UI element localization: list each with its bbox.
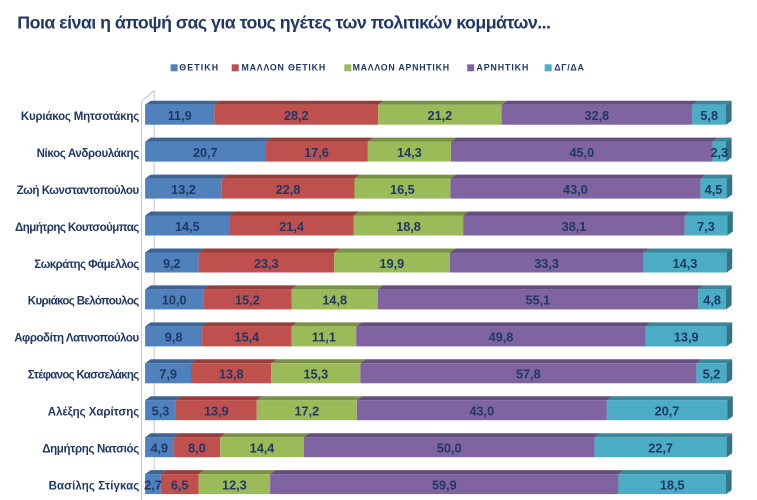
svg-text:17,2: 17,2 xyxy=(294,405,319,419)
svg-text:12,3: 12,3 xyxy=(222,478,247,492)
svg-text:43,0: 43,0 xyxy=(563,183,588,197)
svg-text:16,5: 16,5 xyxy=(390,183,415,197)
svg-text:23,3: 23,3 xyxy=(254,257,279,271)
svg-text:45,0: 45,0 xyxy=(569,146,594,160)
svg-text:11,1: 11,1 xyxy=(312,331,336,345)
svg-text:4,9: 4,9 xyxy=(150,442,168,456)
svg-text:Δημήτρης Νατσιός: Δημήτρης Νατσιός xyxy=(42,444,139,456)
svg-text:7,3: 7,3 xyxy=(697,220,715,234)
svg-text:4,5: 4,5 xyxy=(705,183,723,197)
svg-text:14,8: 14,8 xyxy=(322,294,347,308)
svg-text:ΜΑΛΛΟΝ ΘΕΤΙΚΗ: ΜΑΛΛΟΝ ΘΕΤΙΚΗ xyxy=(242,63,326,73)
svg-text:9,8: 9,8 xyxy=(165,331,183,345)
svg-text:22,8: 22,8 xyxy=(276,183,301,197)
svg-text:13,2: 13,2 xyxy=(171,183,196,197)
svg-text:19,9: 19,9 xyxy=(380,257,405,271)
svg-text:14,3: 14,3 xyxy=(673,257,698,271)
svg-text:18,8: 18,8 xyxy=(396,220,421,234)
svg-text:Αλέξης Χαρίτσης: Αλέξης Χαρίτσης xyxy=(48,407,139,419)
svg-text:38,1: 38,1 xyxy=(562,220,587,234)
svg-text:43,0: 43,0 xyxy=(469,405,494,419)
svg-text:55,1: 55,1 xyxy=(526,294,551,308)
svg-text:Ζωή Κωνσταντοπούλου: Ζωή Κωνσταντοπούλου xyxy=(17,185,140,197)
svg-text:Αφροδίτη Λατινοπούλου: Αφροδίτη Λατινοπούλου xyxy=(14,333,139,345)
svg-text:Βασίλης Στίγκας: Βασίλης Στίγκας xyxy=(49,480,140,492)
svg-text:5,2: 5,2 xyxy=(703,368,721,382)
svg-text:15,2: 15,2 xyxy=(235,294,260,308)
svg-text:33,3: 33,3 xyxy=(534,257,559,271)
svg-text:21,2: 21,2 xyxy=(428,109,453,123)
svg-text:32,8: 32,8 xyxy=(585,109,610,123)
svg-text:28,2: 28,2 xyxy=(284,109,309,123)
svg-text:14,4: 14,4 xyxy=(250,442,275,456)
svg-text:15,4: 15,4 xyxy=(235,331,260,345)
svg-text:22,7: 22,7 xyxy=(648,442,673,456)
svg-text:59,9: 59,9 xyxy=(432,478,457,492)
svg-text:2,3: 2,3 xyxy=(710,146,728,160)
svg-text:14,3: 14,3 xyxy=(397,146,422,160)
svg-text:ΘΕΤΙΚΗ: ΘΕΤΙΚΗ xyxy=(179,63,218,73)
svg-text:18,5: 18,5 xyxy=(660,478,685,492)
svg-text:8,0: 8,0 xyxy=(188,442,206,456)
svg-text:5,3: 5,3 xyxy=(152,405,170,419)
svg-text:ΜΑΛΛΟΝ ΑΡΝΗΤΙΚΗ: ΜΑΛΛΟΝ ΑΡΝΗΤΙΚΗ xyxy=(353,63,450,73)
svg-text:Κυριάκος Μητσοτάκης: Κυριάκος Μητσοτάκης xyxy=(21,111,139,123)
svg-text:2,7: 2,7 xyxy=(144,478,162,492)
svg-text:13,9: 13,9 xyxy=(674,331,699,345)
svg-text:20,7: 20,7 xyxy=(655,405,680,419)
svg-text:ΔΓ/ΔΑ: ΔΓ/ΔΑ xyxy=(554,63,584,73)
svg-text:20,7: 20,7 xyxy=(193,146,218,160)
svg-text:Σωκράτης Φάμελλος: Σωκράτης Φάμελλος xyxy=(34,259,139,271)
svg-text:ΑΡΝΗΤΙΚΗ: ΑΡΝΗΤΙΚΗ xyxy=(477,63,529,73)
svg-text:49,8: 49,8 xyxy=(489,331,514,345)
svg-text:15,3: 15,3 xyxy=(303,368,328,382)
svg-text:Νίκος Ανδρουλάκης: Νίκος Ανδρουλάκης xyxy=(37,148,140,160)
svg-text:10,0: 10,0 xyxy=(162,294,187,308)
svg-text:21,4: 21,4 xyxy=(279,220,304,234)
svg-text:9,2: 9,2 xyxy=(163,257,181,271)
svg-text:13,8: 13,8 xyxy=(219,368,244,382)
svg-text:5,8: 5,8 xyxy=(700,109,718,123)
svg-text:Δημήτρης Κουτσούμπας: Δημήτρης Κουτσούμπας xyxy=(15,222,139,234)
svg-text:6,5: 6,5 xyxy=(171,478,189,492)
svg-text:Ποια είναι η άποψή σας για του: Ποια είναι η άποψή σας για τους ηγέτες τ… xyxy=(17,13,551,33)
svg-text:4,8: 4,8 xyxy=(703,294,721,308)
svg-text:57,8: 57,8 xyxy=(516,368,541,382)
svg-text:11,9: 11,9 xyxy=(168,109,192,123)
svg-text:50,0: 50,0 xyxy=(437,442,462,456)
svg-text:7,9: 7,9 xyxy=(159,368,177,382)
svg-text:14,5: 14,5 xyxy=(175,220,200,234)
svg-text:Στέφανος Κασσελάκης: Στέφανος Κασσελάκης xyxy=(28,370,139,382)
svg-text:13,9: 13,9 xyxy=(204,405,229,419)
svg-text:17,6: 17,6 xyxy=(304,146,329,160)
svg-text:Κυριάκος Βελόπουλος: Κυριάκος Βελόπουλος xyxy=(28,296,139,308)
